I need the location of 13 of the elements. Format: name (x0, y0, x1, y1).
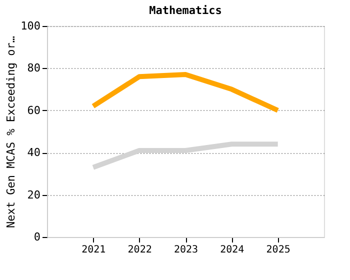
x-tick-label: 2025 (266, 244, 290, 256)
x-tick-label: 2023 (174, 244, 198, 256)
x-tick-label: 2021 (82, 244, 106, 256)
y-tick-label: 20 (27, 188, 40, 202)
y-tick-label: 80 (27, 62, 40, 75)
y-axis-title: Next Gen MCAS % Exceeding or… (4, 36, 18, 228)
x-tick-label: 2022 (128, 244, 152, 256)
x-tick-label: 2024 (220, 244, 244, 256)
y-tick-label: 0 (34, 230, 40, 244)
y-tick-label: 100 (20, 20, 40, 32)
chart-title: Mathematics (149, 4, 222, 17)
y-tick-label: 40 (27, 146, 40, 160)
y-tick-label: 60 (27, 104, 40, 117)
